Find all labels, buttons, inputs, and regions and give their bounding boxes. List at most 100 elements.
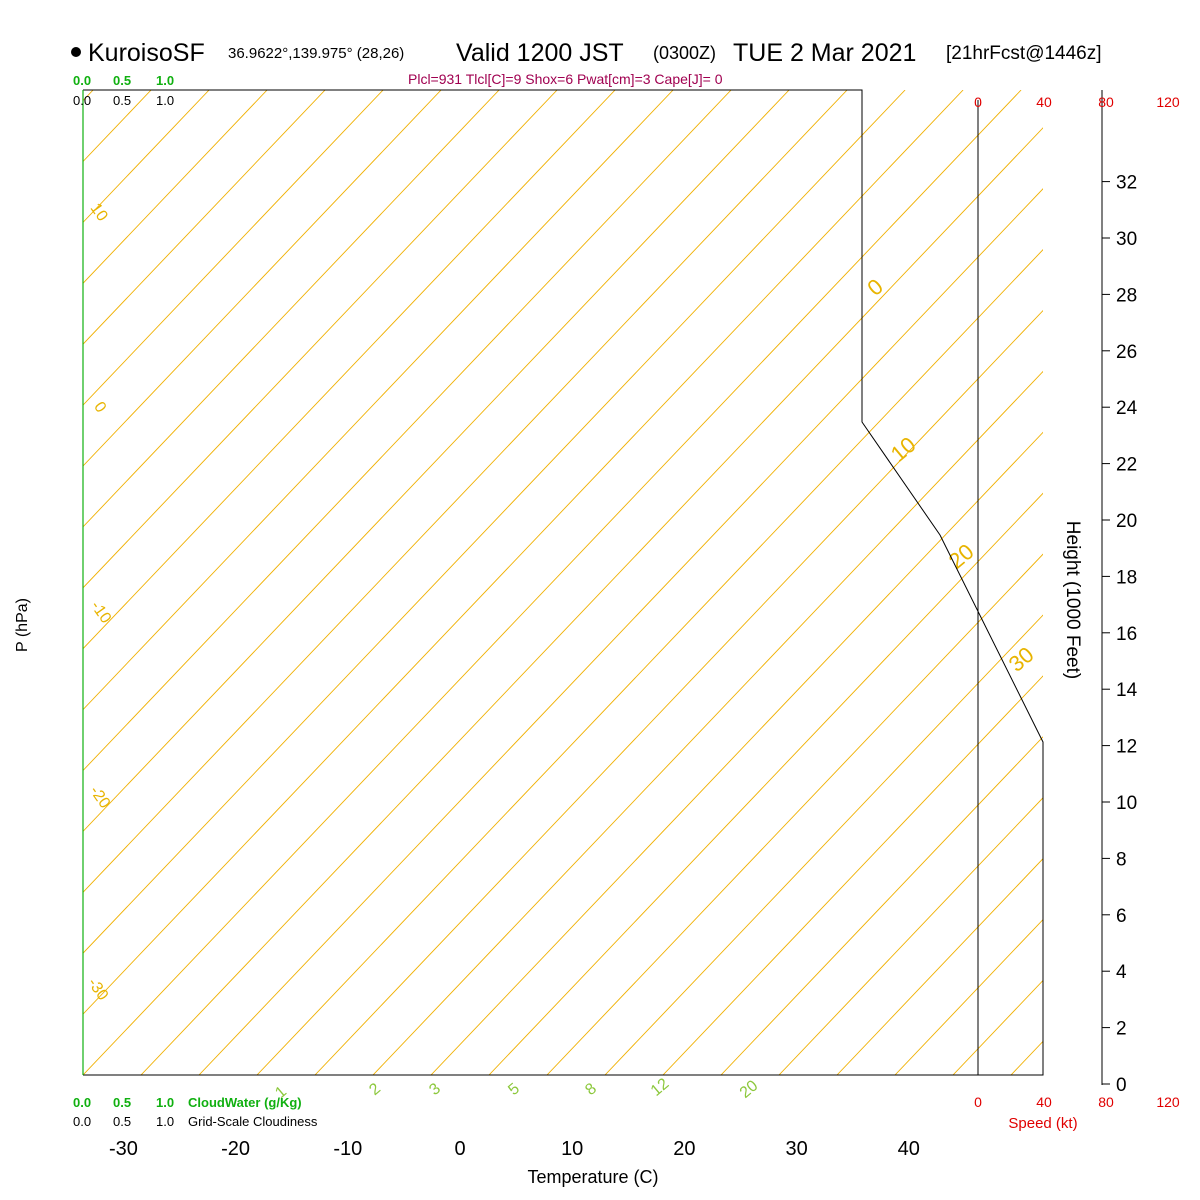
reference-line bbox=[1185, 90, 1200, 1075]
mixing-ratio-label: 8 bbox=[582, 1080, 600, 1099]
reference-line bbox=[430, 431, 1043, 1075]
reference-line bbox=[488, 492, 1043, 1075]
reference-line bbox=[662, 675, 1043, 1075]
height-tick-label: 6 bbox=[1116, 906, 1127, 927]
height-tick-label: 30 bbox=[1116, 229, 1137, 250]
height-tick-label: 32 bbox=[1116, 173, 1137, 194]
reference-line bbox=[604, 614, 1043, 1075]
mixing-ratio-label: 2 bbox=[366, 1080, 384, 1099]
speed-tick-label-top: 0 bbox=[974, 94, 982, 110]
background-lines bbox=[0, 90, 1200, 1075]
station-name: KuroisoSF bbox=[88, 39, 205, 67]
forecast-info: [21hrFcst@1446z] bbox=[946, 43, 1102, 64]
cloudiness-scale-bottom-0: 0.0 bbox=[73, 1114, 91, 1129]
reference-line bbox=[83, 90, 210, 224]
height-tick-label: 16 bbox=[1116, 624, 1137, 645]
plot-frame bbox=[83, 89, 1044, 1076]
valid-utc: (0300Z) bbox=[653, 43, 716, 63]
axes: 2503004005007008501000-30-20-10010203040… bbox=[82, 89, 1180, 1160]
reference-line bbox=[83, 90, 268, 284]
height-tick-label: 14 bbox=[1116, 680, 1138, 701]
reference-line bbox=[1127, 90, 1200, 1075]
speed-axis-title: Speed (kt) bbox=[1008, 1115, 1077, 1132]
temperature-tick-label: 0 bbox=[454, 1138, 465, 1160]
dry-adiabat-label: 10 bbox=[886, 432, 921, 467]
cloudiness-scale-0: 0.0 bbox=[73, 93, 91, 108]
reference-line bbox=[198, 188, 1043, 1075]
reference-line bbox=[0, 90, 35, 1075]
height-tick-label: 18 bbox=[1116, 567, 1137, 588]
reference-line bbox=[83, 90, 384, 406]
isotherm-label: -30 bbox=[84, 975, 111, 1004]
cloudwater-scale-2: 1.0 bbox=[156, 73, 174, 88]
cloudiness-label: Grid-Scale Cloudiness bbox=[188, 1114, 318, 1129]
height-tick-label: 2 bbox=[1116, 1019, 1127, 1040]
reference-line bbox=[83, 90, 906, 954]
x-axis-title: Temperature (C) bbox=[527, 1167, 658, 1187]
temperature-tick-label: 40 bbox=[898, 1138, 920, 1160]
stability-indices: Plcl=931 Tlcl[C]=9 Shox=6 Pwat[cm]=3 Cap… bbox=[408, 71, 723, 87]
reference-line bbox=[83, 90, 790, 833]
speed-tick-label-bottom: 80 bbox=[1098, 1094, 1114, 1110]
mixing-ratio-label: 3 bbox=[426, 1080, 444, 1099]
cloudiness-scale-bottom-2: 1.0 bbox=[156, 1114, 174, 1129]
height-tick-label: 12 bbox=[1116, 737, 1137, 758]
speed-tick-label-bottom: 0 bbox=[974, 1094, 982, 1110]
cloudiness-scale-2: 1.0 bbox=[156, 93, 174, 108]
reference-line bbox=[372, 370, 1043, 1075]
speed-tick-label-top: 120 bbox=[1156, 94, 1180, 110]
height-axis-title: Height (1000 Feet) bbox=[1062, 521, 1083, 679]
temperature-tick-label: 10 bbox=[561, 1138, 583, 1160]
temperature-tick-label: -30 bbox=[109, 1138, 138, 1160]
reference-line bbox=[778, 797, 1043, 1075]
reference-line bbox=[83, 90, 964, 1015]
reference-line bbox=[83, 90, 558, 589]
temperature-tick-label: -10 bbox=[333, 1138, 362, 1160]
isotherm-label: 10 bbox=[87, 200, 111, 224]
reference-line bbox=[83, 90, 848, 893]
reference-line bbox=[314, 309, 1043, 1075]
cloudwater-scale-bottom-1: 0.5 bbox=[113, 1095, 131, 1110]
cloudwater-scale-bottom-0: 0.0 bbox=[73, 1095, 91, 1110]
height-tick-label: 24 bbox=[1116, 398, 1138, 419]
cloudiness-scale-bottom-1: 0.5 bbox=[113, 1114, 131, 1129]
reference-line bbox=[83, 90, 500, 528]
cloudwater-scale-bottom-2: 1.0 bbox=[156, 1095, 174, 1110]
reference-line bbox=[546, 553, 1043, 1075]
speed-tick-label-top: 80 bbox=[1098, 94, 1114, 110]
temperature-tick-label: 20 bbox=[673, 1138, 695, 1160]
reference-line bbox=[720, 736, 1043, 1075]
height-tick-label: 10 bbox=[1116, 793, 1137, 814]
height-tick-label: 8 bbox=[1116, 849, 1127, 870]
reference-line bbox=[83, 90, 326, 345]
isotherm-label: -10 bbox=[87, 598, 114, 627]
cloud-scale-top: 0.0 0.5 1.0 0.0 0.5 1.0 bbox=[73, 73, 174, 108]
reference-line bbox=[836, 858, 1043, 1075]
cloudiness-scale-1: 0.5 bbox=[113, 93, 131, 108]
isotherm-label: -20 bbox=[86, 783, 113, 812]
speed-tick-label-bottom: 120 bbox=[1156, 1094, 1180, 1110]
cloudwater-label: CloudWater (g/Kg) bbox=[188, 1095, 302, 1110]
cloudwater-scale-0: 0.0 bbox=[73, 73, 91, 88]
height-tick-label: 4 bbox=[1116, 962, 1127, 983]
mixing-ratio-label: 12 bbox=[648, 1075, 673, 1100]
speed-tick-label-bottom: 40 bbox=[1036, 1094, 1052, 1110]
valid-time: Valid 1200 JST bbox=[456, 39, 624, 67]
height-tick-label: 22 bbox=[1116, 455, 1137, 476]
reference-line bbox=[140, 127, 1043, 1075]
isotherm-label: 0 bbox=[90, 399, 109, 416]
cloudwater-scale-1: 0.5 bbox=[113, 73, 131, 88]
reference-line bbox=[83, 90, 152, 163]
reference-line bbox=[83, 90, 674, 711]
dry-adiabat-label: 20 bbox=[944, 539, 979, 574]
reference-line bbox=[83, 90, 732, 772]
mixing-ratio-label: 5 bbox=[505, 1080, 523, 1099]
reference-line bbox=[256, 249, 1043, 1075]
station-coords: 36.9622°,139.975° (28,26) bbox=[228, 45, 404, 62]
temperature-tick-label: 30 bbox=[785, 1138, 807, 1160]
reference-line bbox=[83, 90, 616, 650]
temperature-tick-label: -20 bbox=[221, 1138, 250, 1160]
station-dot bbox=[71, 47, 81, 57]
